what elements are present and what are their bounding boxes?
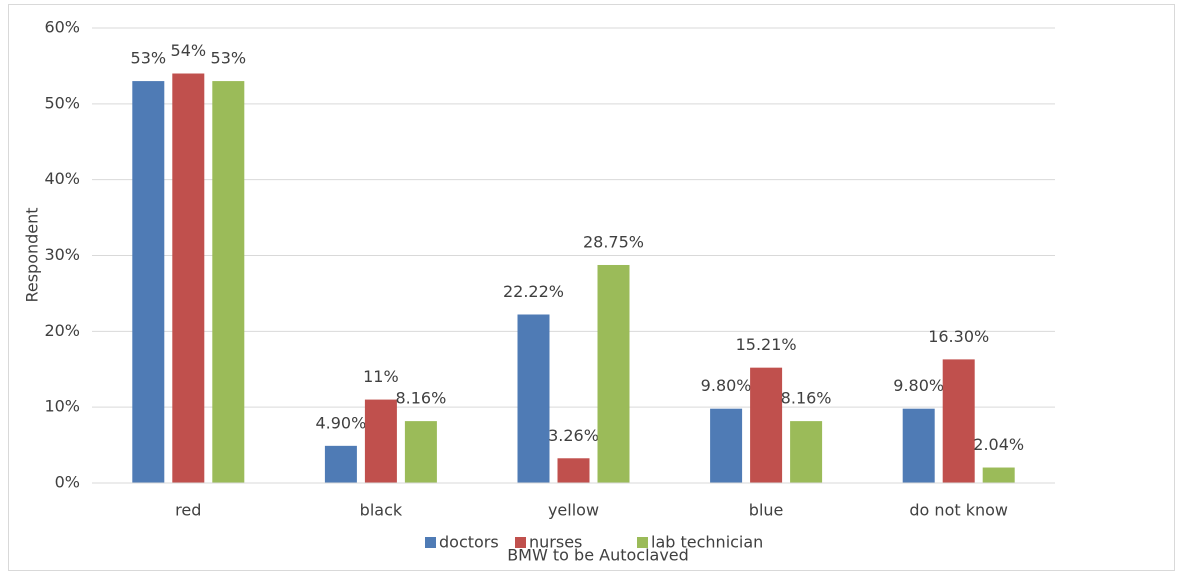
bar — [517, 314, 550, 483]
chart-border — [8, 4, 1175, 571]
y-tick-label: 50% — [44, 93, 80, 112]
bar — [942, 359, 975, 483]
legend-swatch — [515, 537, 526, 548]
legend-swatch — [637, 537, 648, 548]
data-label: 4.90% — [315, 413, 366, 432]
data-label: 16.30% — [928, 327, 989, 346]
data-label: 54% — [171, 41, 207, 60]
y-axis-title: Respondent — [23, 207, 42, 302]
y-tick-label: 20% — [44, 321, 80, 340]
data-label: 28.75% — [583, 232, 644, 251]
data-label: 11% — [363, 367, 399, 386]
data-label: 2.04% — [973, 435, 1024, 454]
data-label: 3.26% — [548, 426, 599, 445]
bar — [982, 467, 1015, 483]
bar — [902, 408, 935, 483]
y-tick-label: 10% — [44, 397, 80, 416]
x-tick-label: yellow — [548, 501, 599, 520]
legend-label: lab technician — [651, 533, 763, 552]
bar — [364, 399, 397, 483]
legend-label: nurses — [529, 533, 582, 552]
legend-swatch — [425, 537, 436, 548]
y-tick-label: 0% — [55, 473, 80, 492]
x-tick-label: red — [175, 501, 201, 520]
bar — [324, 445, 357, 483]
bar — [750, 367, 783, 483]
data-label: 15.21% — [736, 335, 797, 354]
data-label: 8.16% — [781, 389, 832, 408]
x-tick-label: blue — [749, 501, 784, 520]
x-tick-label: do not know — [909, 501, 1008, 520]
bar — [557, 458, 590, 483]
y-tick-label: 30% — [44, 245, 80, 264]
data-label: 8.16% — [395, 389, 446, 408]
bar — [790, 421, 823, 483]
bar — [404, 421, 437, 483]
x-tick-label: black — [360, 501, 403, 520]
bar — [172, 73, 205, 483]
bar — [212, 81, 245, 483]
bar — [710, 408, 743, 483]
data-label: 22.22% — [503, 282, 564, 301]
y-tick-label: 40% — [44, 169, 80, 188]
y-tick-label: 60% — [44, 18, 80, 37]
x-axis-title: BMW to be Autoclaved — [507, 546, 689, 565]
bar — [132, 81, 165, 483]
bar — [597, 264, 630, 483]
legend-label: doctors — [439, 533, 499, 552]
data-label: 53% — [211, 49, 247, 68]
data-label: 9.80% — [893, 376, 944, 395]
data-label: 53% — [131, 49, 167, 68]
data-label: 9.80% — [701, 376, 752, 395]
